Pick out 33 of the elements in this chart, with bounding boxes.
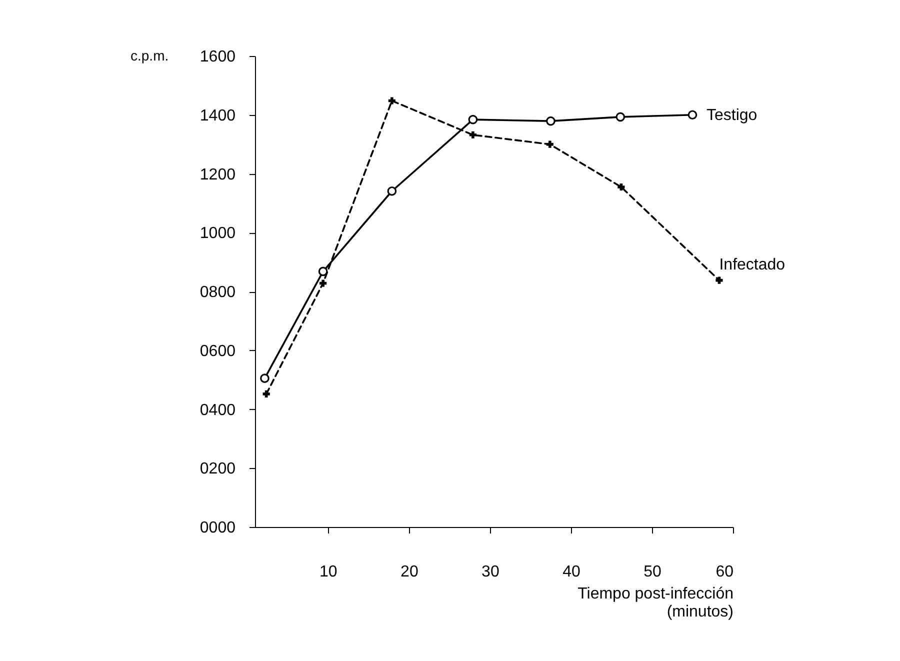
y-tick-label: 0600 bbox=[200, 342, 236, 360]
point bbox=[469, 131, 476, 138]
y-tick-label: 0000 bbox=[200, 520, 236, 536]
point bbox=[388, 97, 396, 104]
y-tick-label: 0400 bbox=[200, 402, 236, 419]
point bbox=[318, 266, 328, 276]
point bbox=[262, 390, 270, 398]
point bbox=[468, 114, 478, 124]
point bbox=[320, 280, 327, 287]
y-tick-label: 1600 bbox=[200, 48, 236, 66]
point bbox=[618, 183, 625, 191]
point bbox=[688, 110, 698, 120]
y-tick-label: 1200 bbox=[200, 166, 236, 184]
series-label: Infectado bbox=[719, 256, 786, 274]
point bbox=[716, 276, 723, 284]
x-tick-label: 40 bbox=[562, 564, 580, 580]
point bbox=[616, 112, 626, 122]
point bbox=[387, 186, 397, 196]
y-tick-label: 1000 bbox=[200, 225, 236, 242]
point bbox=[260, 374, 270, 384]
y-tick-label: 0800 bbox=[200, 284, 236, 301]
y-axis-title: c.p.m. bbox=[130, 48, 169, 64]
series-label: Testigo bbox=[706, 106, 758, 124]
y-tick-label: 1400 bbox=[200, 107, 236, 124]
point bbox=[546, 140, 554, 148]
x-tick-label: 50 bbox=[644, 564, 662, 580]
x-tick-label: 60 bbox=[716, 564, 734, 580]
x-tick-label: 20 bbox=[400, 564, 418, 580]
point bbox=[546, 116, 556, 126]
x-tick-label: 10 bbox=[320, 564, 338, 580]
x-tick-label: 30 bbox=[482, 564, 500, 580]
y-tick-label: 0200 bbox=[200, 460, 236, 478]
x-axis-title: Tiempo post-infección (minutos) bbox=[578, 586, 734, 620]
